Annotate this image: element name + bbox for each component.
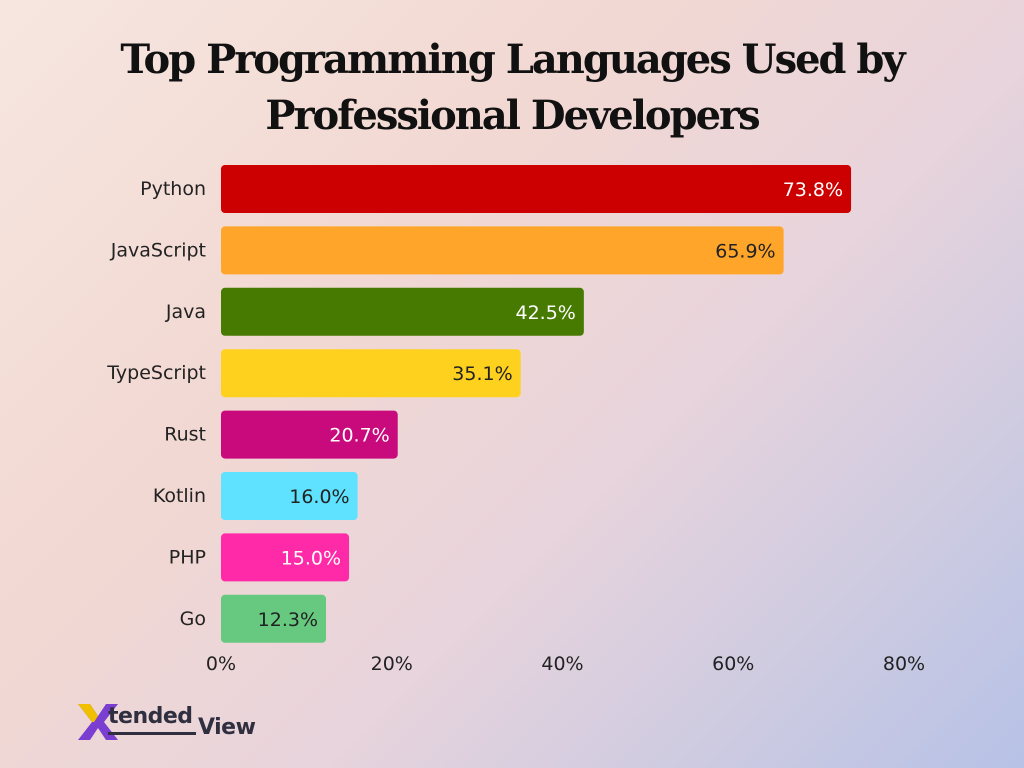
value-label-java: 42.5%	[515, 302, 575, 324]
category-label-kotlin: Kotlin	[153, 485, 206, 507]
logo-text-tended: tended	[108, 704, 193, 729]
value-label-php: 15.0%	[281, 547, 341, 569]
x-tick-label-20: 20%	[371, 653, 413, 675]
bar-php	[221, 533, 350, 582]
value-label-go: 12.3%	[258, 609, 318, 631]
bar-python	[221, 165, 852, 213]
value-label-javascript: 65.9%	[715, 240, 775, 262]
x-logo-icon	[78, 704, 118, 740]
logo-text-view: View	[198, 715, 256, 740]
value-label-rust: 20.7%	[329, 425, 389, 447]
category-label-go: Go	[180, 608, 206, 630]
bar-javascript	[221, 226, 784, 275]
bar-typescript	[221, 349, 521, 398]
x-tick-label-60: 60%	[712, 653, 754, 675]
category-label-typescript: TypeScript	[106, 362, 206, 384]
value-label-kotlin: 16.0%	[289, 486, 349, 508]
chart-title-line-1: Top Programming Languages Used by	[120, 36, 905, 83]
x-tick-label-40: 40%	[541, 653, 583, 675]
value-label-python: 73.8%	[783, 179, 843, 201]
logo-underline	[108, 732, 196, 735]
category-label-php: PHP	[169, 546, 206, 568]
value-label-typescript: 35.1%	[452, 363, 512, 385]
bar-kotlin	[221, 472, 358, 520]
x-tick-label-80: 80%	[883, 653, 925, 675]
category-label-java: Java	[165, 301, 206, 323]
category-label-python: Python	[140, 178, 206, 200]
xtendedview-logo: tended View	[78, 700, 268, 748]
chart-title-line-2: Professional Developers	[265, 92, 760, 139]
category-label-rust: Rust	[164, 424, 206, 446]
bar-rust	[221, 410, 398, 459]
bar-go	[221, 594, 327, 643]
category-label-javascript: JavaScript	[110, 239, 206, 261]
bar-java	[221, 287, 584, 336]
chart-title: Top Programming Languages Used by Profes…	[0, 32, 1024, 144]
x-tick-label-0: 0%	[206, 653, 236, 675]
